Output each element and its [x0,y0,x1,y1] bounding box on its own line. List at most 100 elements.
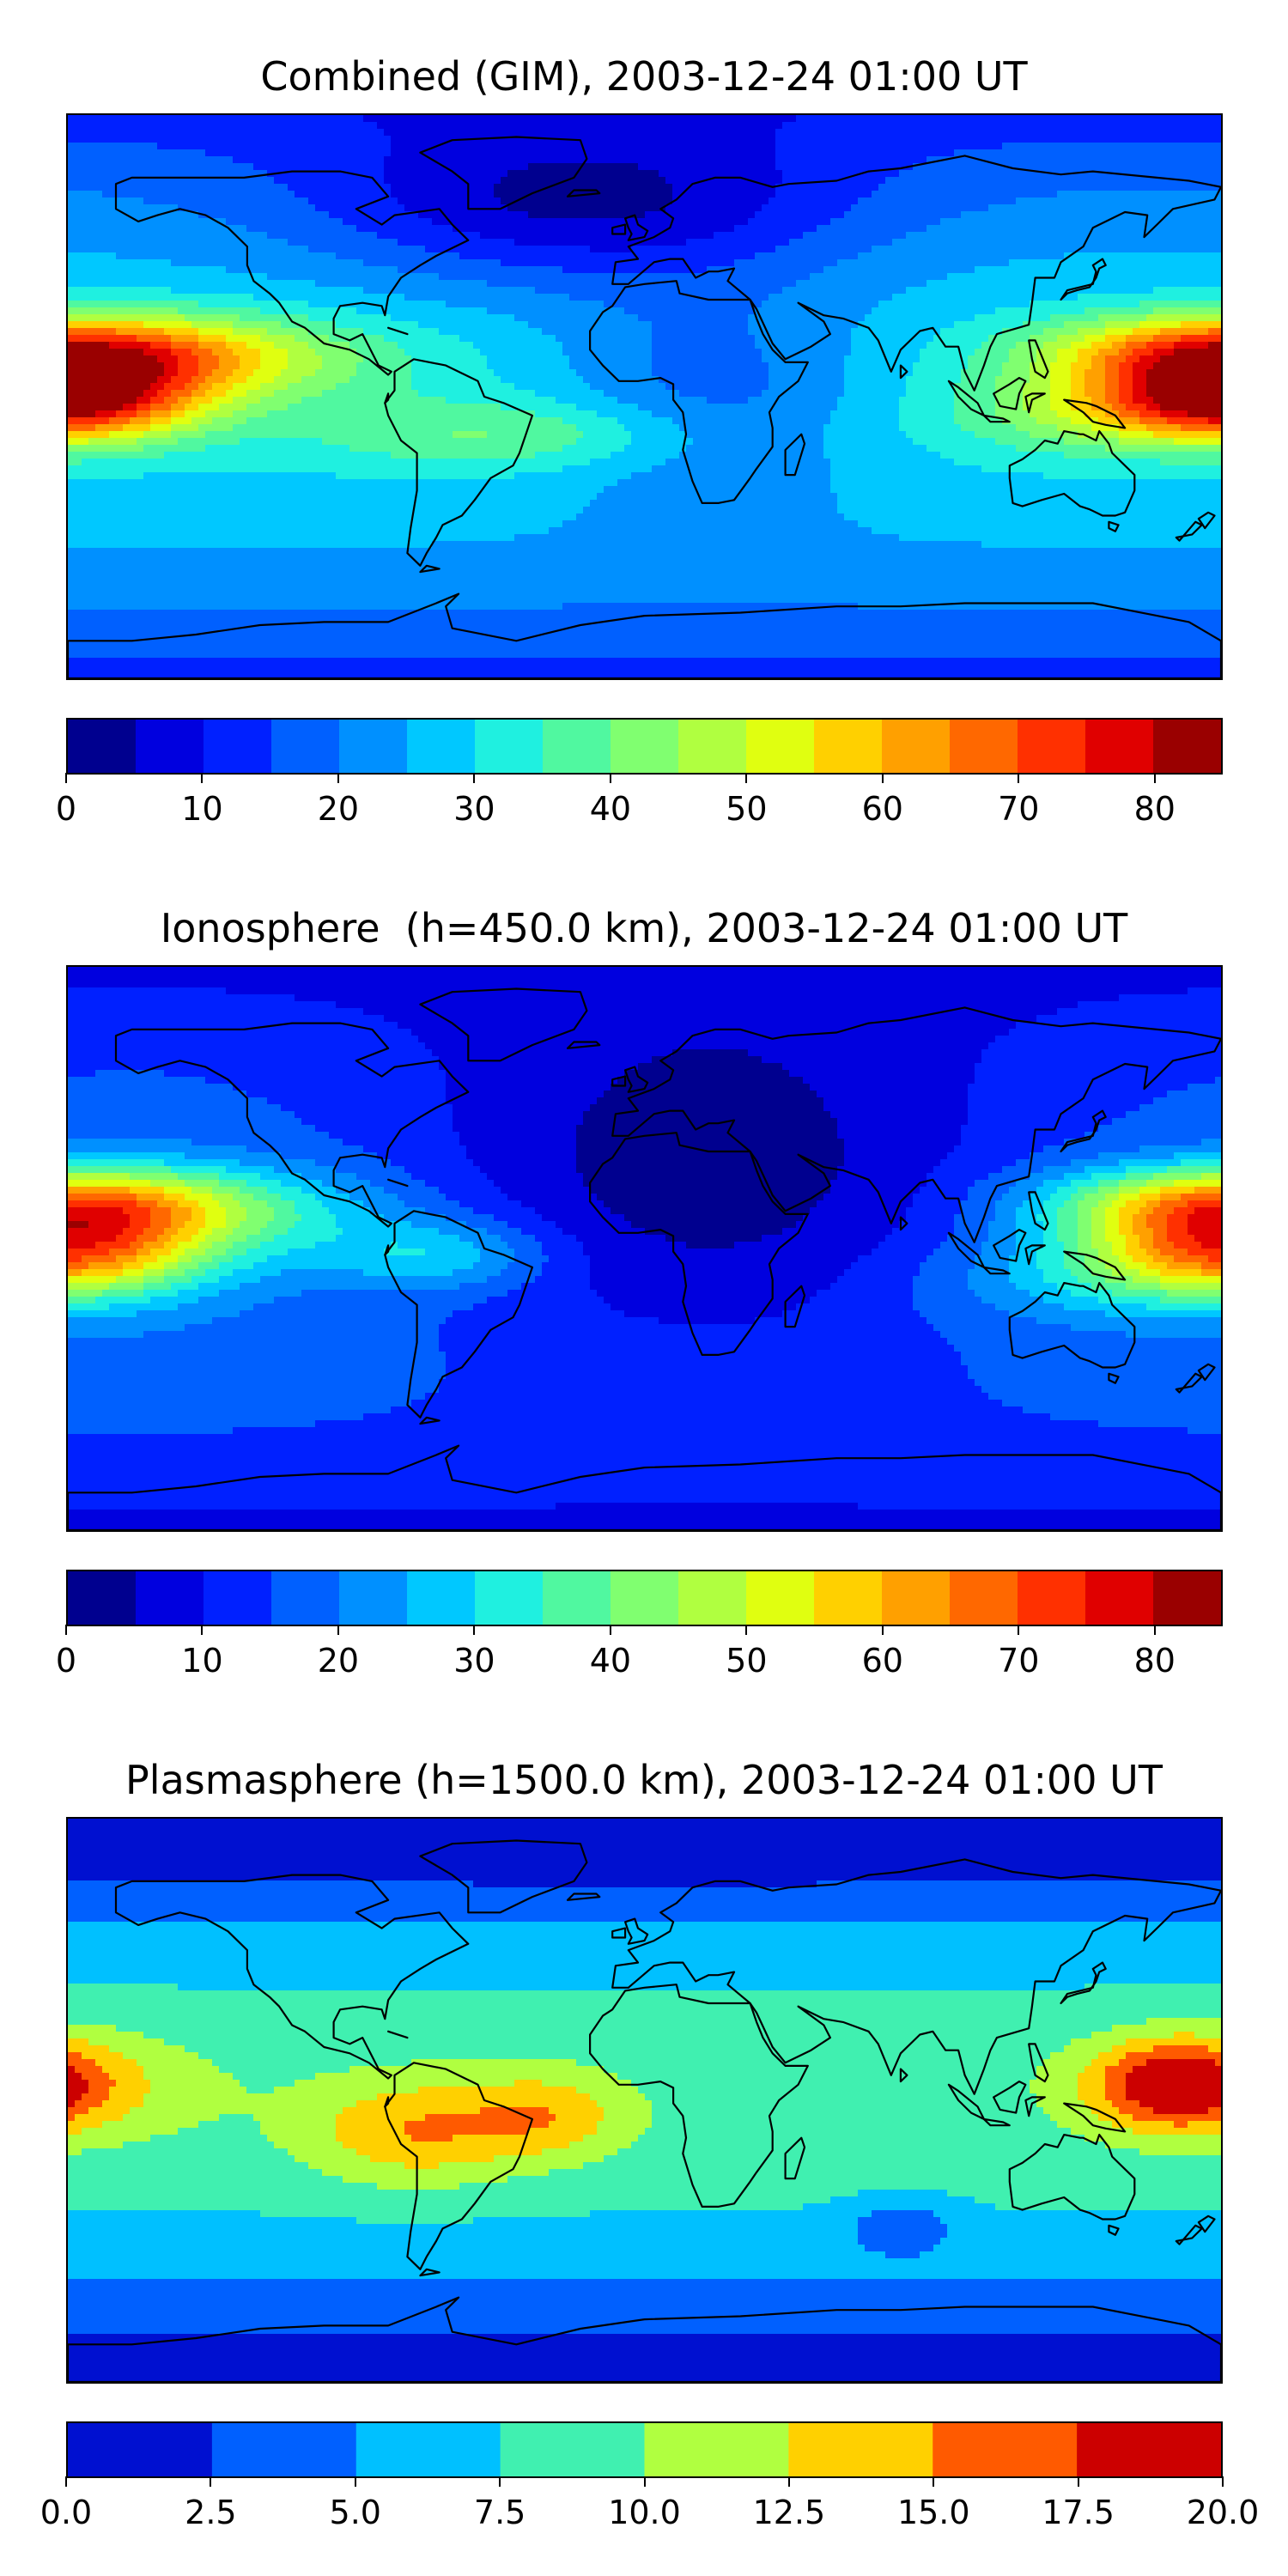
heatmap-cell [858,239,866,246]
heatmap-cell [185,225,192,233]
heatmap-cell [521,211,529,219]
heatmap-cell [432,301,440,308]
heatmap-cell [260,314,268,322]
heatmap-cell [295,143,302,150]
heatmap-cell [1105,184,1113,191]
heatmap-cell [1174,259,1182,267]
heatmap-cell [109,197,117,205]
heatmap-cell [727,246,735,253]
heatmap-cell [954,136,962,143]
heatmap-cell [913,191,920,198]
heatmap-cell [473,163,481,171]
heatmap-cell [178,191,185,198]
heatmap-cell [665,149,673,157]
heatmap-cell [769,232,776,240]
heatmap-cell [1194,252,1202,260]
heatmap-cell [1215,170,1221,178]
heatmap-cell [521,287,529,295]
heatmap-cell [370,287,378,295]
heatmap-cell [1057,184,1065,191]
heatmap-cell [837,225,845,233]
heatmap-cell [329,211,337,219]
heatmap-cell [75,307,82,315]
heatmap-cell [1098,259,1106,267]
heatmap-cell [164,191,172,198]
heatmap-cell [789,280,797,288]
heatmap-cell [679,163,687,171]
heatmap-cell [975,301,982,308]
heatmap-cell [480,129,488,137]
heatmap-cell [823,273,831,281]
heatmap-cell [363,184,371,191]
heatmap-cell [521,177,529,185]
heatmap-cell [329,156,337,164]
heatmap-cell [343,246,350,253]
heatmap-cell [762,294,769,301]
heatmap-cell [418,211,426,219]
heatmap-cell [356,246,364,253]
heatmap-cell [439,273,447,281]
heatmap-cell [906,307,914,315]
heatmap-cell [961,294,969,301]
heatmap-cell [123,314,131,322]
heatmap-cell [501,218,508,226]
heatmap-cell [961,136,969,143]
heatmap-cell [1208,177,1216,185]
heatmap-cell [933,287,941,295]
heatmap-cell [336,273,343,281]
heatmap-cell [1153,156,1161,164]
heatmap-cell [226,156,234,164]
heatmap-cell [514,259,522,267]
heatmap-cell [1002,307,1010,315]
heatmap-cell [927,143,934,150]
heatmap-cell [775,246,783,253]
heatmap-cell [823,136,831,143]
heatmap-cell [1194,225,1202,233]
heatmap-cell [1215,211,1221,219]
heatmap-cell [453,252,460,260]
heatmap-cell [535,115,543,123]
heatmap-cell [1126,280,1133,288]
heatmap-cell [975,266,982,274]
heatmap-cell [1208,129,1216,137]
heatmap-cell [432,136,440,143]
heatmap-cell [837,307,845,315]
heatmap-cell [205,204,213,212]
heatmap-cell [1057,252,1065,260]
heatmap-cell [1167,163,1175,171]
heatmap-cell [446,225,453,233]
heatmap-cell [954,163,962,171]
heatmap-cell [769,273,776,281]
heatmap-cell [1023,266,1030,274]
heatmap-cell [769,129,776,137]
heatmap-cell [920,149,927,157]
heatmap-cell [714,307,721,315]
heatmap-cell [1215,177,1221,185]
heatmap-cell [418,136,426,143]
heatmap-cell [109,259,117,267]
heatmap-cell [638,156,646,164]
heatmap-cell [652,156,659,164]
heatmap-cell [810,294,817,301]
heatmap-cell [260,136,268,143]
heatmap-cell [219,307,227,315]
heatmap-cell [1050,273,1058,281]
heatmap-cell [734,149,742,157]
heatmap-cell [1009,211,1017,219]
heatmap-cell [1036,115,1044,123]
heatmap-cell [418,184,426,191]
heatmap-cell [459,273,467,281]
heatmap-cell [343,163,350,171]
heatmap-cell [748,184,756,191]
heatmap-cell [150,129,158,137]
heatmap-cell [906,197,914,205]
heatmap-cell [1194,266,1202,274]
heatmap-cell [789,143,797,150]
heatmap-cell [556,218,563,226]
heatmap-cell [446,184,453,191]
heatmap-cell [466,252,474,260]
heatmap-cell [82,273,89,281]
heatmap-cell [741,143,749,150]
heatmap-cell [611,287,618,295]
heatmap-cell [617,136,625,143]
